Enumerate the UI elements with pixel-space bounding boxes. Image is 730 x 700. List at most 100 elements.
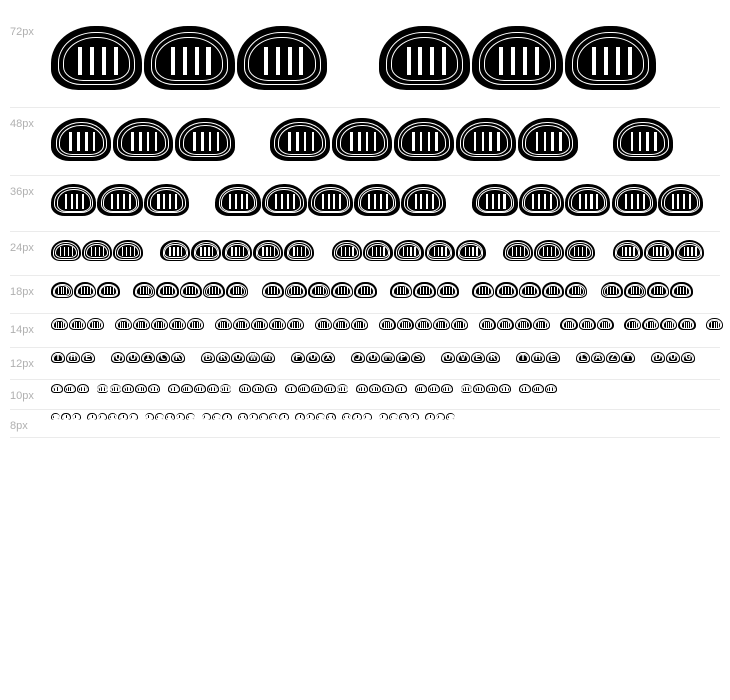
glyph-stroke bbox=[330, 386, 332, 391]
ring-decoration bbox=[598, 320, 612, 329]
ring-decoration bbox=[157, 283, 177, 297]
glyph-r bbox=[532, 318, 550, 331]
ring-decoration bbox=[65, 385, 75, 392]
glyph-stroke bbox=[194, 46, 199, 76]
glyph-stroke bbox=[490, 321, 492, 328]
ring-decoration bbox=[264, 187, 304, 214]
glyph-stroke bbox=[451, 415, 453, 419]
ring-decoration bbox=[439, 284, 456, 296]
ring-decoration bbox=[487, 353, 499, 362]
glyph-stroke bbox=[388, 386, 390, 391]
ring-decoration bbox=[457, 242, 484, 260]
ring-decoration bbox=[181, 283, 201, 297]
glyph-x bbox=[350, 318, 368, 331]
glyph-stroke bbox=[268, 386, 270, 391]
ring-decoration bbox=[568, 243, 592, 259]
ring-decoration bbox=[475, 284, 492, 296]
ring-decoration bbox=[648, 283, 668, 297]
glyph-stroke bbox=[630, 287, 632, 295]
glyph-c bbox=[354, 184, 400, 217]
glyph-stroke bbox=[402, 415, 404, 419]
ring-decoration bbox=[142, 353, 154, 363]
glyph-stroke bbox=[426, 321, 428, 328]
ring-decoration bbox=[111, 385, 120, 392]
glyph-stroke bbox=[430, 46, 435, 76]
glyph-badge bbox=[171, 352, 185, 363]
glyph-stroke bbox=[385, 415, 387, 419]
glyph-stroke bbox=[323, 287, 325, 295]
ring-decoration bbox=[112, 353, 124, 363]
glyph-stroke bbox=[232, 287, 234, 295]
ring-decoration bbox=[176, 413, 185, 420]
ring-decoration bbox=[342, 413, 351, 420]
ring-decoration bbox=[292, 353, 304, 363]
glyph-stroke bbox=[665, 321, 667, 328]
glyph-a bbox=[642, 318, 660, 331]
glyph-badge bbox=[351, 352, 365, 363]
glyph-stroke bbox=[175, 194, 178, 209]
glyph-stroke bbox=[298, 415, 300, 419]
glyph-stroke bbox=[268, 287, 270, 295]
glyph-stroke bbox=[534, 46, 539, 76]
ring-decoration bbox=[77, 284, 94, 296]
glyph-stroke bbox=[228, 194, 231, 209]
glyph-v bbox=[623, 282, 647, 299]
glyph-stroke bbox=[208, 415, 210, 419]
glyph-stroke bbox=[713, 321, 715, 328]
glyph-stroke bbox=[590, 321, 592, 328]
glyph-stroke bbox=[154, 131, 158, 151]
glyph-stroke bbox=[375, 246, 377, 257]
glyph-stroke bbox=[391, 415, 393, 419]
size-label: 14px bbox=[10, 324, 34, 336]
glyph-stroke bbox=[92, 321, 94, 328]
ring-decoration bbox=[356, 283, 376, 297]
glyph-stroke bbox=[411, 131, 415, 151]
glyph-b bbox=[612, 118, 674, 161]
ring-decoration bbox=[334, 319, 349, 330]
glyph-l bbox=[460, 384, 473, 393]
ring-decoration bbox=[116, 319, 131, 330]
glyph-i bbox=[308, 184, 354, 217]
ring-decoration bbox=[707, 319, 722, 330]
glyph-stroke bbox=[186, 287, 188, 295]
ring-decoration bbox=[232, 353, 244, 363]
glyph-stroke bbox=[646, 131, 650, 151]
glyph-stroke bbox=[191, 287, 193, 295]
glyph-stroke bbox=[420, 194, 423, 209]
ring-decoration bbox=[119, 414, 127, 420]
glyph-stroke bbox=[546, 246, 549, 257]
glyph-stroke bbox=[653, 287, 655, 295]
glyph-stroke bbox=[467, 386, 469, 391]
glyph-v bbox=[305, 413, 315, 421]
glyph-stroke bbox=[158, 321, 160, 328]
size-label: 48px bbox=[10, 118, 34, 130]
ring-decoration bbox=[247, 353, 259, 363]
glyph-stroke bbox=[67, 386, 69, 391]
glyph-stroke bbox=[554, 287, 556, 295]
glyph-a bbox=[388, 413, 399, 421]
glyph-stroke bbox=[205, 415, 207, 419]
glyph-stroke bbox=[222, 321, 224, 328]
ring-decoration bbox=[129, 413, 138, 420]
ring-decoration bbox=[253, 320, 266, 329]
glyph-stroke bbox=[303, 131, 307, 151]
ring-decoration bbox=[238, 413, 247, 420]
glyph-d bbox=[706, 318, 724, 331]
glyph-stroke bbox=[633, 321, 635, 328]
glyph-stroke bbox=[290, 386, 292, 391]
glyph-stroke bbox=[239, 246, 241, 257]
glyph-e bbox=[112, 240, 143, 262]
glyph-h bbox=[74, 282, 97, 299]
glyph-stroke bbox=[507, 287, 509, 295]
ring-decoration bbox=[397, 353, 409, 362]
glyph-stroke bbox=[81, 386, 83, 391]
glyph-stroke bbox=[300, 415, 302, 419]
glyph-stroke bbox=[285, 415, 287, 419]
size-label: 8px bbox=[10, 420, 28, 432]
glyph-stroke bbox=[375, 386, 377, 391]
ring-decoration bbox=[334, 242, 360, 260]
ring-decoration bbox=[399, 413, 408, 420]
glyph-stroke bbox=[100, 415, 102, 419]
glyph-stroke bbox=[133, 415, 135, 419]
glyph-y bbox=[678, 318, 696, 331]
